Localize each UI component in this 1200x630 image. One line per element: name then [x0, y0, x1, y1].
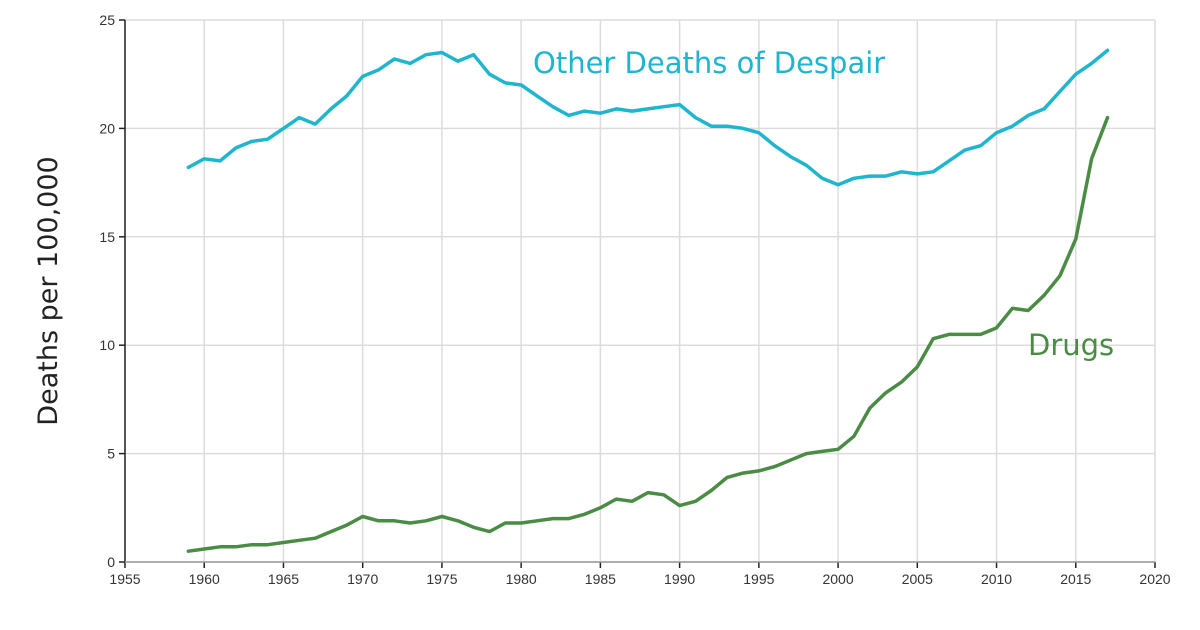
x-tick-label: 2005 [902, 571, 933, 587]
x-tick-label: 2015 [1060, 571, 1091, 587]
y-tick-label: 20 [99, 120, 115, 136]
series-line-other-deaths-of-despair [186, 48, 1110, 187]
x-tick-label: 1985 [585, 571, 616, 587]
y-tick-label: 5 [107, 446, 115, 462]
x-tick-label: 1955 [109, 571, 140, 587]
x-tick-label: 1970 [347, 571, 378, 587]
y-tick-label: 25 [99, 12, 115, 28]
x-tick-label: 1990 [664, 571, 695, 587]
x-tick-label: 1980 [506, 571, 537, 587]
y-tick-label: 15 [99, 229, 115, 245]
x-tick-label: 1995 [743, 571, 774, 587]
axes: 1955 1960 1965 1970 1975 1980 1985 1990 1995 2000… [99, 12, 1170, 587]
x-tick-label: 2010 [981, 571, 1012, 587]
x-tick-label: 1975 [426, 571, 457, 587]
series-label-other-deaths: Other Deaths of Despair [533, 46, 885, 80]
y-tick-label: 0 [107, 554, 115, 570]
y-tick-label: 10 [99, 337, 115, 353]
x-tick-label: 1965 [268, 571, 299, 587]
series-label-drugs: Drugs [1028, 328, 1114, 362]
x-tick-label: 2000 [822, 571, 853, 587]
grid [124, 19, 1156, 563]
x-tick-label: 2020 [1139, 571, 1170, 587]
series-line-drugs [186, 115, 1110, 553]
x-tick-label: 1960 [189, 571, 220, 587]
y-axis-label: Deaths per 100,000 [33, 156, 64, 425]
series-lines [186, 48, 1110, 553]
